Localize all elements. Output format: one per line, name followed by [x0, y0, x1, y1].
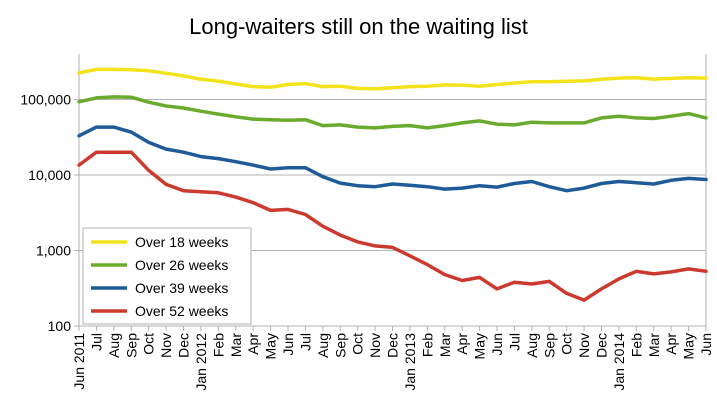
x-tick-label: Mar	[437, 333, 453, 357]
x-tick-label: Aug	[106, 333, 122, 358]
x-tick-label: Jun	[698, 333, 714, 356]
chart-title: Long-waiters still on the waiting list	[189, 14, 528, 39]
legend-label: Over 39 weeks	[135, 280, 228, 296]
x-tick-label: Jul	[88, 333, 104, 351]
x-tick-label: May	[681, 333, 697, 359]
x-tick-label: Jul	[506, 333, 522, 351]
x-tick-label: Oct	[350, 333, 366, 355]
x-tick-label: Oct	[141, 333, 157, 355]
x-tick-label: Jan 2014	[611, 333, 627, 391]
y-tick-label: 1,000	[36, 242, 71, 258]
x-tick-label: Aug	[315, 333, 331, 358]
y-tick-labels: 100 1,000 10,000 100,000	[20, 91, 71, 334]
legend-label: Over 18 weeks	[135, 234, 228, 250]
x-tick-labels: Jun 2011 Jul Aug Sep Oct Nov Dec Jan 2012 Feb Mar…	[71, 326, 714, 391]
legend-label: Over 26 weeks	[135, 257, 228, 273]
x-tick-label: Sep	[123, 333, 139, 358]
x-tick-label: Nov	[367, 333, 383, 358]
x-tick-label: Jun 2011	[71, 333, 87, 390]
x-tick-label: Mar	[646, 333, 662, 357]
x-tick-label: Feb	[210, 333, 226, 357]
legend: Over 18 weeks Over 26 weeks Over 39 weeks O…	[82, 227, 252, 325]
x-tick-label: Apr	[454, 333, 470, 355]
x-tick-label: Dec	[385, 333, 401, 358]
x-tick-label: Jan 2012	[193, 333, 209, 391]
x-tick-label: Jun	[280, 333, 296, 356]
series-line	[77, 67, 708, 91]
x-tick-label: Dec	[176, 333, 192, 358]
x-tick-label: Nov	[576, 333, 592, 358]
x-tick-label: May	[472, 333, 488, 359]
x-tick-label: Jul	[297, 333, 313, 351]
x-tick-label: Mar	[228, 333, 244, 357]
x-tick-label: Jan 2013	[402, 333, 418, 391]
legend-label: Over 52 weeks	[135, 303, 228, 319]
x-tick-label: Feb	[419, 333, 435, 357]
x-tick-label: Dec	[594, 333, 610, 358]
x-tick-label: Aug	[524, 333, 540, 358]
series-line	[77, 95, 708, 130]
series-line	[77, 125, 708, 193]
x-tick-label: Apr	[663, 333, 679, 355]
legend-box	[82, 227, 252, 325]
x-tick-label: May	[263, 333, 279, 359]
x-tick-label: Sep	[541, 333, 557, 358]
y-tick-label: 100	[48, 318, 72, 334]
series-lines	[77, 67, 708, 302]
x-tick-label: Oct	[559, 333, 575, 355]
x-tick-label: Jun	[489, 333, 505, 356]
x-tick-label: Nov	[158, 333, 174, 358]
y-tick-label: 100,000	[20, 91, 71, 107]
series-line	[77, 150, 708, 302]
x-tick-label: Sep	[332, 333, 348, 358]
y-tick-label: 10,000	[28, 167, 71, 183]
x-tick-label: Feb	[628, 333, 644, 357]
x-tick-label: Apr	[245, 333, 261, 355]
